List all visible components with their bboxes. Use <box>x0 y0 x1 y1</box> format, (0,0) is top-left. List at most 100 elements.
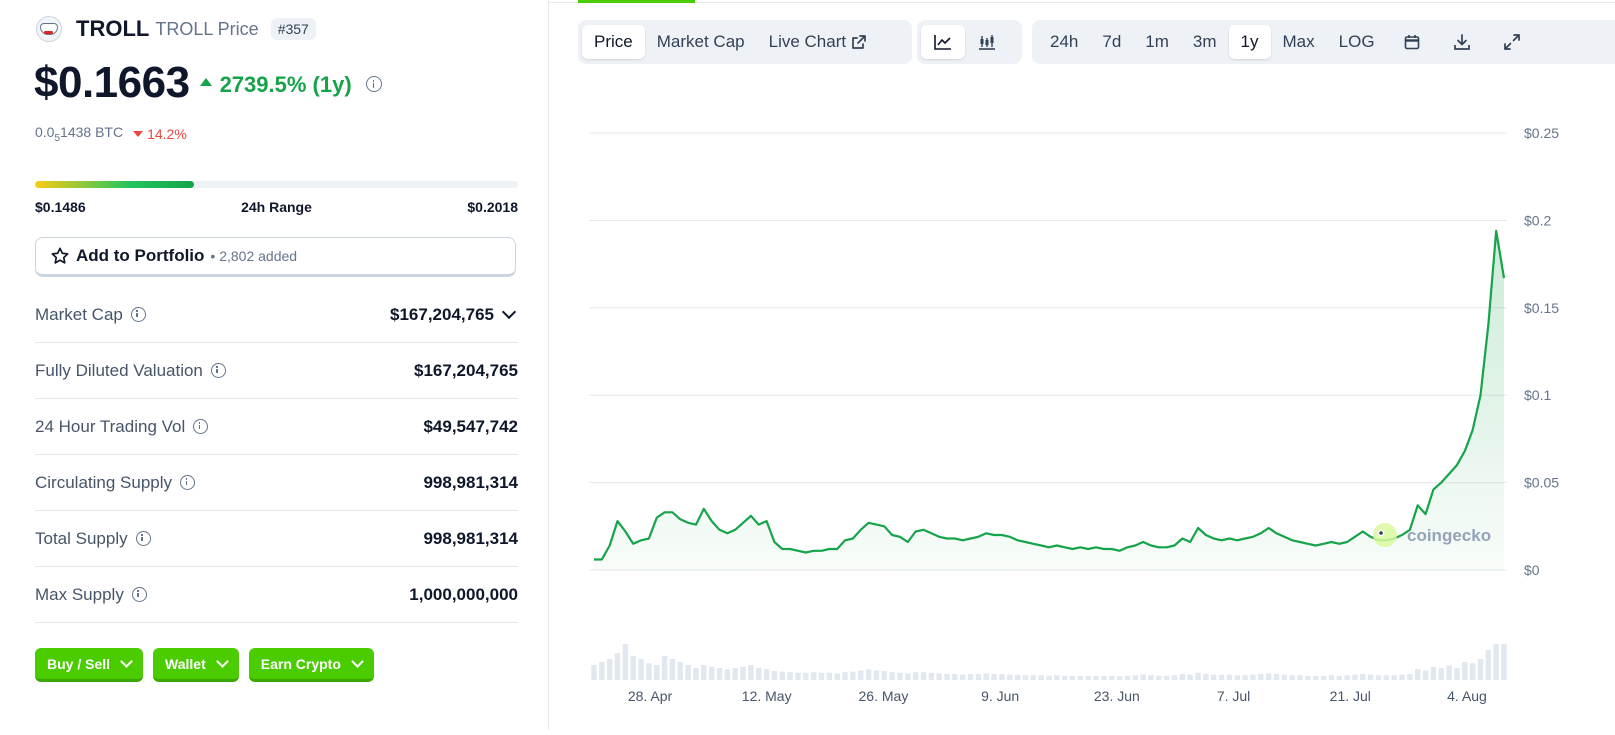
stats-table: Market Cap $167,204,765 Fully Diluted Va… <box>35 287 518 623</box>
action-buttons: Buy / Sell Wallet Earn Crypto <box>35 648 384 682</box>
info-icon[interactable] <box>131 587 147 602</box>
log-scale-toggle[interactable]: LOG <box>1338 32 1375 51</box>
volume-bar <box>920 672 927 680</box>
volume-bar <box>1046 675 1052 680</box>
volume-bar <box>889 672 895 680</box>
line-chart-icon[interactable] <box>921 25 965 59</box>
volume-bar <box>1375 675 1382 680</box>
volume-bar <box>1469 663 1476 680</box>
volume-bar <box>622 644 629 680</box>
chevron-down-icon[interactable] <box>501 304 517 320</box>
info-icon[interactable] <box>130 307 146 322</box>
volume-bar <box>1030 675 1037 680</box>
tab-live-chart[interactable]: Live Chart <box>757 25 879 59</box>
info-icon[interactable] <box>365 76 382 92</box>
candlestick-chart-icon[interactable] <box>965 25 1009 59</box>
caret-down-icon <box>133 130 144 137</box>
stat-label: 24 Hour Trading Vol <box>35 416 186 436</box>
volume-bar <box>669 659 676 680</box>
coin-subtitle: TROLL Price <box>155 18 259 39</box>
y-tick-label: $0 <box>1524 562 1540 578</box>
volume-bar <box>1171 675 1178 680</box>
volume-bar <box>661 656 668 680</box>
volume-bar <box>1211 674 1217 680</box>
info-icon[interactable] <box>210 363 226 378</box>
earn-crypto-button[interactable]: Earn Crypto <box>248 648 374 682</box>
range-3m[interactable]: 3m <box>1192 32 1217 51</box>
volume-bar <box>1007 674 1013 680</box>
coingecko-watermark: coingecko <box>1373 523 1491 547</box>
range-24h[interactable]: 24h <box>1050 32 1079 51</box>
volume-bar <box>1203 674 1209 680</box>
calendar-icon[interactable] <box>1387 25 1437 59</box>
range-1m[interactable]: 1m <box>1145 32 1169 51</box>
stat-row-market-cap: Market Cap $167,204,765 <box>35 287 518 343</box>
info-icon[interactable] <box>135 531 151 546</box>
volume-bar <box>685 665 691 680</box>
volume-bar <box>975 674 982 680</box>
volume-bar <box>1501 644 1507 680</box>
chart-tabs: Price Market Cap Live Chart <box>578 20 912 64</box>
price-chart[interactable]: $0 $0.05 $0.1 $0.15 $0.2 $0.25 28. Apr 12. May 2… <box>549 100 1615 730</box>
wallet-button[interactable]: Wallet <box>153 648 239 682</box>
volume-bar <box>1156 675 1162 680</box>
stat-value: 998,981,314 <box>423 472 518 492</box>
price-row: $0.1663 2739.5% (1y) <box>34 58 382 108</box>
chart-type-toggle <box>917 20 1022 64</box>
x-tick-label: 12. May <box>742 688 792 704</box>
volume-bar <box>1054 675 1060 680</box>
y-tick-label: $0.05 <box>1524 475 1559 491</box>
tab-price[interactable]: Price <box>582 25 645 59</box>
buy-sell-button[interactable]: Buy / Sell <box>35 648 144 682</box>
volume-bar <box>1163 675 1170 680</box>
volume-bar <box>654 665 660 680</box>
volume-bar <box>1038 675 1044 680</box>
volume-bar <box>1077 675 1084 680</box>
stat-value: $167,204,765 <box>414 360 518 380</box>
range-7d[interactable]: 7d <box>1102 32 1122 51</box>
tab-market-cap[interactable]: Market Cap <box>656 32 745 51</box>
price-line <box>594 229 1506 561</box>
volume-bar <box>810 672 817 680</box>
volume-bar <box>1148 675 1154 680</box>
volume-bar <box>959 674 966 680</box>
portfolio-label: Add to Portfolio <box>76 246 205 265</box>
volume-bar <box>1187 674 1193 680</box>
stat-label: Max Supply <box>35 584 124 604</box>
add-to-portfolio-button[interactable]: Add to Portfolio • 2,802 added <box>35 237 516 277</box>
volume-bar <box>1093 675 1099 680</box>
range-low: $0.1486 <box>35 199 86 215</box>
volume-bar <box>1360 674 1366 680</box>
volume-bar <box>1140 674 1146 680</box>
24h-range-labels: $0.1486 24h Range $0.2018 <box>35 199 518 215</box>
volume-bar <box>897 672 903 680</box>
volume-bar <box>1179 674 1186 680</box>
volume-bar <box>1336 675 1342 680</box>
stat-row-volume: 24 Hour Trading Vol $49,547,742 <box>35 399 518 455</box>
stat-value: $167,204,765 <box>390 304 494 324</box>
volume-bar <box>850 671 856 680</box>
stat-value: $49,547,742 <box>423 416 518 436</box>
expand-icon[interactable] <box>1487 25 1537 59</box>
volume-bar <box>1367 674 1374 680</box>
volume-bar <box>614 653 621 680</box>
stat-value: 1,000,000,000 <box>409 584 518 604</box>
y-tick-label: $0.25 <box>1524 125 1559 141</box>
volume-bar <box>967 674 974 680</box>
download-icon[interactable] <box>1437 25 1487 59</box>
star-icon <box>51 247 69 264</box>
volume-bar <box>677 662 684 680</box>
stat-label: Fully Diluted Valuation <box>35 360 203 380</box>
volume-bar <box>1258 674 1264 680</box>
btc-price-row: 0.051438 BTC 14.2% <box>35 124 187 144</box>
volume-bar <box>638 659 644 680</box>
range-max[interactable]: Max <box>1282 32 1315 51</box>
external-link-icon <box>852 35 866 49</box>
info-icon[interactable] <box>193 419 209 434</box>
volume-bar <box>1422 670 1429 680</box>
volume-bar <box>1014 674 1021 680</box>
volume-bar <box>1109 675 1115 680</box>
volume-bar <box>1407 674 1413 680</box>
range-1y[interactable]: 1y <box>1228 25 1271 59</box>
info-icon[interactable] <box>180 475 196 490</box>
